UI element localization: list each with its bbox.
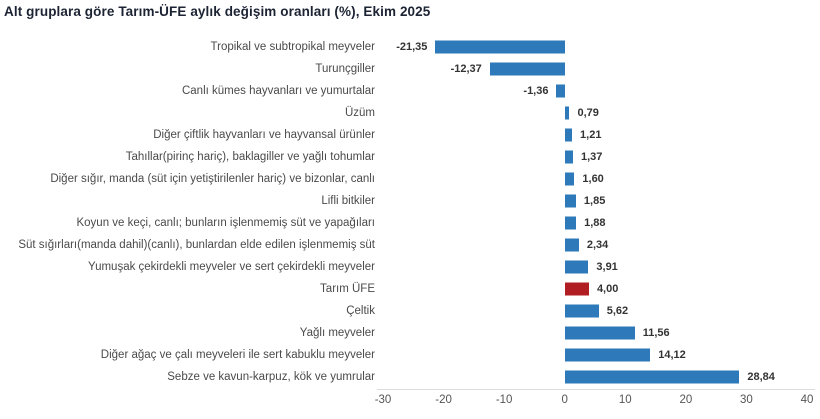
bar[interactable]: [564, 304, 599, 318]
highlight-bar[interactable]: [564, 282, 589, 296]
category-label: Tahıllar(pirinç hariç), baklagiller ve y…: [125, 151, 375, 163]
category-label: Üzüm: [344, 107, 375, 119]
bar[interactable]: [564, 128, 573, 142]
bar-track: 4,00: [383, 278, 807, 300]
value-label: 1,85: [583, 195, 606, 207]
x-axis-tick-label: -30: [374, 394, 392, 406]
x-axis: -30 -20 -10 0 10 20 30 40: [375, 389, 815, 417]
bar-row: Sebze ve kavun-karpuz, kök ve yumrular 28…: [0, 366, 820, 388]
bar-track: 2,34: [383, 234, 807, 256]
bar-track: 14,12: [383, 344, 807, 366]
bar-row: Lifli bitkiler 1,85: [0, 190, 820, 212]
chart-title: Alt gruplara göre Tarım-ÜFE aylık değişi…: [4, 4, 431, 19]
bar[interactable]: [564, 238, 579, 252]
bar-track: 1,37: [383, 146, 807, 168]
bar[interactable]: [564, 150, 573, 164]
bar[interactable]: [564, 326, 635, 340]
x-axis-line: [377, 389, 815, 390]
category-label: Yağlı meyveler: [299, 327, 375, 339]
bar[interactable]: [489, 62, 565, 76]
value-label: 3,91: [596, 261, 618, 273]
x-axis-tick-label: 10: [618, 394, 632, 406]
bar-track: 1,21: [383, 124, 807, 146]
value-label: 1,60: [582, 173, 604, 185]
bar-track: 5,62: [383, 300, 807, 322]
value-label: -12,37: [450, 63, 482, 75]
bar-row: Yumuşak çekirdekli meyveler ve sert çeki…: [0, 256, 820, 278]
bar[interactable]: [435, 40, 565, 54]
bar-track: -1,36: [383, 80, 807, 102]
x-axis-tick-label: -20: [435, 394, 452, 406]
value-label: 4,00: [596, 283, 619, 295]
bar[interactable]: [556, 84, 565, 98]
value-label: -1,36: [523, 85, 549, 97]
value-label: 2,34: [586, 239, 609, 251]
bar-row: Çeltik 5,62: [0, 300, 820, 322]
bar-row: Tropikal ve subtropikal meyveler -21,35: [0, 36, 820, 58]
value-label: 28,84: [747, 371, 775, 383]
category-label: Lifli bitkiler: [321, 195, 375, 207]
category-label: Diğer ağaç ve çalı meyveleri ile sert ka…: [100, 349, 375, 361]
bar[interactable]: [564, 172, 575, 186]
bar-track: 28,84: [383, 366, 807, 388]
value-label: 0,79: [577, 107, 599, 119]
category-label: Diğer sığır, manda (süt için yetiştirile…: [50, 173, 375, 185]
bar-row: Tahıllar(pirinç hariç), baklagiller ve y…: [0, 146, 820, 168]
category-label: Yumuşak çekirdekli meyveler ve sert çeki…: [88, 261, 375, 273]
bar-track: 0,79: [383, 102, 807, 124]
category-label: Diğer çiftlik hayvanları ve hayvansal ür…: [153, 129, 375, 141]
category-label: Tarım ÜFE: [320, 283, 375, 295]
bar-row: Üzüm 0,79: [0, 102, 820, 124]
bar[interactable]: [564, 348, 651, 362]
bar-track: -12,37: [383, 58, 807, 80]
value-label: 1,37: [581, 151, 603, 163]
bar[interactable]: [564, 260, 589, 274]
bar-track: 1,60: [383, 168, 807, 190]
bar-track: 1,88: [383, 212, 807, 234]
category-label: Canlı kümes hayvanları ve yumurtalar: [181, 85, 375, 97]
category-label: Tropikal ve subtropikal meyveler: [210, 41, 375, 53]
bar-track: 11,56: [383, 322, 807, 344]
bar[interactable]: [564, 194, 576, 208]
bar-row: Canlı kümes hayvanları ve yumurtalar -1,3…: [0, 80, 820, 102]
bar-row: Diğer sığır, manda (süt için yetiştirile…: [0, 168, 820, 190]
bar-row: Yağlı meyveler 11,56: [0, 322, 820, 344]
value-label: 1,21: [580, 129, 602, 141]
bar-row: Diğer çiftlik hayvanları ve hayvansal ür…: [0, 124, 820, 146]
plot-area: Tropikal ve subtropikal meyveler -21,35 Tu…: [0, 36, 820, 388]
x-axis-tick-label: 30: [740, 394, 753, 406]
category-label: Koyun ve keçi, canlı; bunların işlenmemi…: [76, 217, 375, 229]
x-axis-tick-label: 0: [561, 394, 568, 406]
value-label: 11,56: [642, 327, 670, 339]
value-label: 14,12: [658, 349, 686, 361]
value-label: -21,35: [396, 41, 428, 53]
x-axis-tick-label: 20: [679, 394, 693, 406]
bar[interactable]: [564, 216, 577, 230]
value-label: 1,88: [584, 217, 606, 229]
bar[interactable]: [564, 106, 570, 120]
bar-row: Koyun ve keçi, canlı; bunların işlenmemi…: [0, 212, 820, 234]
bar-track: 3,91: [383, 256, 807, 278]
category-label: Sebze ve kavun-karpuz, kök ve yumrular: [167, 371, 375, 383]
bar-track: -21,35: [383, 36, 807, 58]
x-axis-tick-label: -10: [495, 394, 513, 406]
bar-row: Turunçgiller -12,37: [0, 58, 820, 80]
bar-row: Diğer ağaç ve çalı meyveleri ile sert ka…: [0, 344, 820, 366]
bar-track: 1,85: [383, 190, 807, 212]
value-label: 5,62: [606, 305, 629, 317]
bar-row: Tarım ÜFE 4,00: [0, 278, 820, 300]
category-label: Turunçgiller: [315, 63, 375, 75]
category-label: Çeltik: [346, 305, 375, 317]
category-label: Süt sığırları(manda dahil)(canlı), bunla…: [18, 239, 375, 251]
x-axis-tick-label: 40: [800, 394, 814, 406]
bar-row: Süt sığırları(manda dahil)(canlı), bunla…: [0, 234, 820, 256]
bar[interactable]: [564, 370, 740, 384]
